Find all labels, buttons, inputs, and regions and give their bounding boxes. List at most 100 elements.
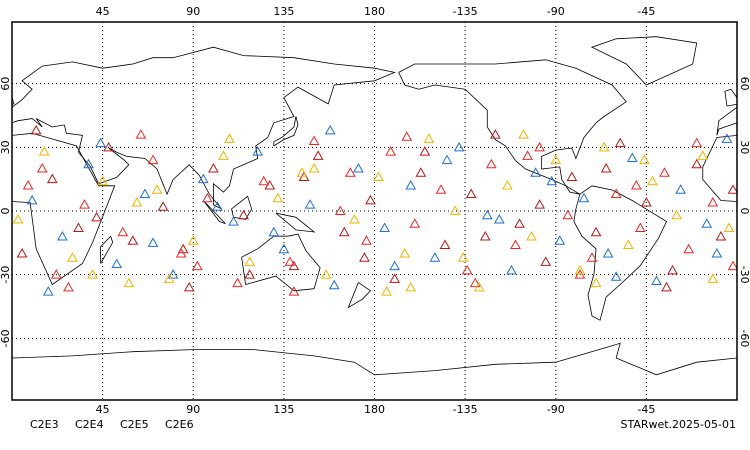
coastline	[702, 134, 737, 202]
observation-marker	[151, 184, 163, 194]
observation-marker	[296, 167, 308, 177]
observation-marker	[95, 137, 106, 148]
observation-marker	[268, 226, 280, 237]
frame	[11, 21, 738, 401]
observation-marker	[723, 222, 735, 232]
observation-marker	[328, 279, 340, 290]
observation-marker	[600, 163, 612, 173]
observation-marker	[683, 243, 695, 254]
observation-marker	[135, 129, 147, 139]
observation-marker	[626, 152, 638, 162]
observation-marker	[16, 247, 28, 258]
observation-marker	[232, 277, 243, 288]
observation-marker	[518, 129, 529, 139]
legend-entry: C2E4	[75, 418, 104, 431]
observation-marker	[610, 271, 622, 281]
x-tick-label: 180	[364, 403, 385, 416]
observation-marker	[634, 222, 646, 232]
observation-marker	[622, 239, 634, 249]
observation-marker	[429, 252, 441, 262]
observation-marker	[659, 167, 670, 177]
labels: 45 45 90 90 135 135 180 180 -135 -135 -90 -90 -45 -45…	[0, 5, 750, 416]
observation-marker	[405, 281, 417, 292]
annotation: STARwet.2025-05-01	[620, 418, 736, 431]
x-tick-label: 90	[186, 5, 200, 18]
observation-marker	[22, 180, 34, 190]
coastline	[347, 282, 372, 309]
observation-marker	[651, 275, 662, 286]
observation-marker	[405, 180, 417, 190]
observation-marker	[473, 281, 485, 292]
observation-marker	[721, 133, 733, 143]
observation-marker	[502, 180, 513, 190]
legend-entry: C2E6	[165, 418, 194, 431]
coastline	[724, 88, 737, 107]
observation-marker	[439, 239, 451, 249]
coastline	[273, 116, 299, 147]
observation-marker	[707, 273, 719, 283]
observation-marker	[506, 264, 517, 275]
observation-marker	[641, 196, 652, 207]
x-tick-label: 45	[96, 5, 110, 18]
observation-marker	[630, 180, 642, 190]
observation-marker	[598, 141, 610, 152]
points	[12, 124, 737, 296]
observation-marker	[365, 194, 376, 205]
observation-marker	[707, 196, 719, 207]
observation-marker	[183, 281, 195, 292]
observation-marker	[63, 281, 74, 292]
observation-marker	[244, 256, 255, 266]
observation-marker	[42, 286, 54, 296]
observation-marker	[50, 269, 62, 279]
observation-marker	[691, 158, 703, 169]
observation-marker	[574, 264, 586, 275]
observation-marker	[338, 226, 350, 237]
observation-marker	[401, 131, 413, 141]
y-tick-label: -30	[738, 266, 750, 284]
coastline	[374, 342, 737, 376]
coastline	[12, 46, 396, 210]
observation-marker	[385, 146, 396, 156]
observation-marker	[87, 269, 98, 279]
observation-marker	[284, 256, 296, 266]
observation-marker	[566, 171, 578, 182]
observation-marker	[30, 124, 42, 135]
observation-marker	[562, 209, 574, 220]
observation-marker	[711, 247, 723, 258]
observation-marker	[218, 150, 229, 160]
observation-marker	[212, 201, 223, 211]
observation-marker	[361, 235, 372, 245]
observation-marker	[522, 150, 533, 160]
observation-marker	[489, 129, 501, 139]
observation-marker	[312, 150, 324, 160]
observation-marker	[379, 222, 390, 232]
observation-marker	[359, 252, 370, 262]
coastline	[573, 185, 668, 321]
observation-marker	[67, 252, 78, 262]
y-tick-label: -60	[738, 329, 750, 347]
observation-marker	[288, 286, 300, 296]
observation-marker	[304, 199, 316, 209]
x-tick-label: 180	[364, 5, 385, 18]
observation-marker	[610, 188, 622, 199]
grid	[12, 22, 737, 400]
observation-marker	[117, 226, 129, 237]
observation-marker	[224, 133, 235, 143]
observation-marker	[423, 133, 435, 143]
observation-marker	[167, 269, 179, 279]
observation-marker	[409, 218, 421, 228]
observation-marker	[671, 209, 682, 220]
observation-marker	[661, 281, 672, 292]
observation-marker	[103, 141, 115, 152]
observation-marker	[244, 269, 255, 279]
x-tick-label: -90	[547, 403, 565, 416]
y-tick-label: 60	[738, 77, 750, 91]
observation-marker	[510, 239, 521, 249]
observation-marker	[526, 230, 537, 241]
observation-marker	[602, 247, 614, 258]
observation-marker	[639, 154, 650, 165]
observation-marker	[123, 277, 135, 288]
x-tick-label: -45	[637, 5, 655, 18]
observation-marker	[389, 260, 400, 271]
y-tick-label: 60	[0, 77, 12, 91]
